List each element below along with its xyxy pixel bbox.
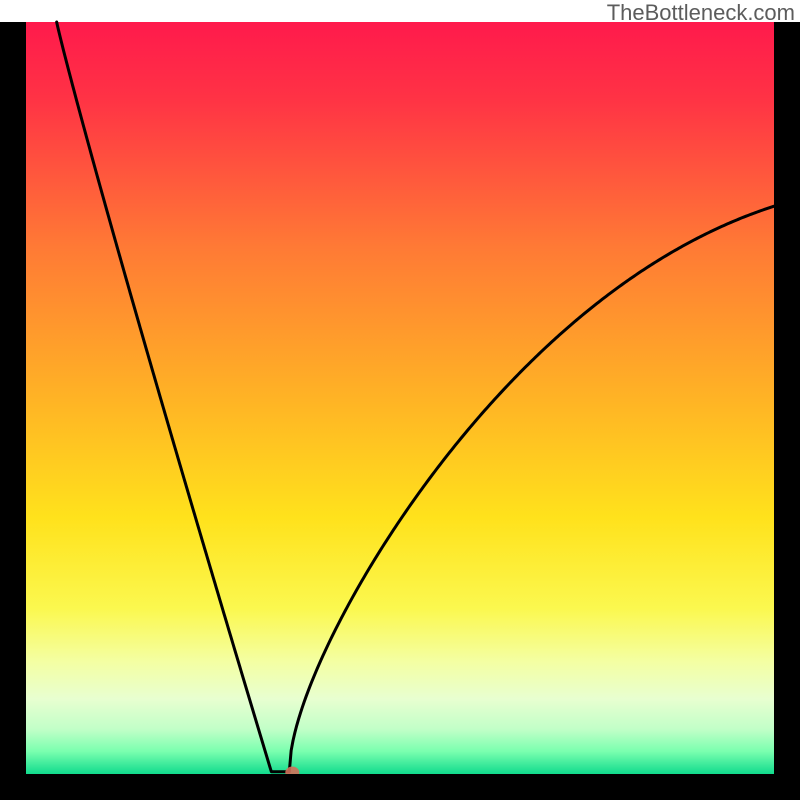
gradient-background: [26, 22, 774, 774]
bottleneck-chart: [0, 0, 800, 800]
border-bottom: [0, 774, 800, 800]
chart-container: TheBottleneck.com: [0, 0, 800, 800]
border-right: [774, 22, 800, 800]
watermark-text: TheBottleneck.com: [607, 0, 795, 26]
border-left: [0, 22, 26, 800]
